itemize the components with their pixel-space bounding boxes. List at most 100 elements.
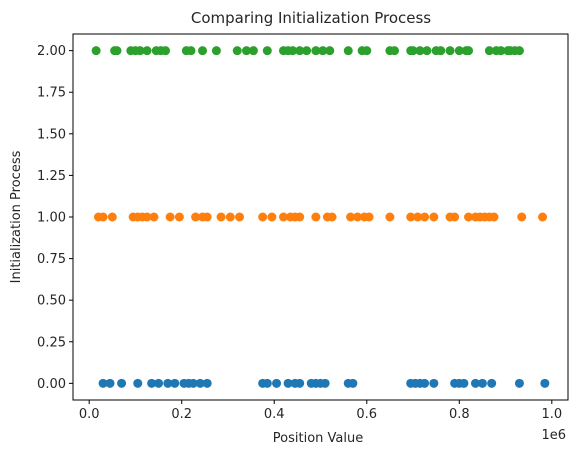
y-tick-label: 0.00	[37, 377, 66, 392]
x-tick-label: 0.8	[449, 407, 470, 422]
data-point	[311, 212, 321, 222]
data-point	[117, 378, 127, 388]
data-point	[170, 378, 180, 388]
data-point	[346, 212, 356, 222]
data-point	[343, 46, 353, 56]
data-point	[241, 46, 251, 56]
y-tick-label: 1.75	[37, 86, 66, 101]
data-point	[262, 46, 272, 56]
plot-points	[91, 46, 550, 388]
data-point	[496, 46, 506, 56]
x-tick-label: 0.2	[171, 407, 192, 422]
data-point	[147, 378, 157, 388]
data-point	[278, 212, 288, 222]
data-point	[429, 378, 439, 388]
data-point	[135, 46, 145, 56]
chart-title: Comparing Initialization Process	[191, 9, 431, 27]
x-tick-label: 0.6	[356, 407, 377, 422]
data-point	[436, 46, 446, 56]
x-axis-label: Position Value	[273, 431, 363, 446]
data-point	[484, 46, 494, 56]
data-point	[267, 212, 277, 222]
data-point	[464, 212, 474, 222]
data-point	[202, 212, 212, 222]
data-point	[211, 46, 221, 56]
data-point	[514, 46, 524, 56]
data-point	[420, 212, 430, 222]
data-point	[320, 378, 330, 388]
data-point	[489, 212, 499, 222]
data-point	[422, 46, 432, 56]
plot-frame	[72, 33, 569, 401]
data-point	[272, 378, 282, 388]
data-point	[415, 46, 425, 56]
data-point	[311, 46, 321, 56]
data-point	[198, 46, 208, 56]
data-point	[232, 46, 242, 56]
data-point	[362, 46, 372, 56]
data-point	[517, 212, 527, 222]
data-point	[202, 378, 212, 388]
data-point	[165, 212, 175, 222]
data-point	[91, 46, 101, 56]
series-0	[98, 378, 550, 388]
data-point	[420, 378, 430, 388]
data-point	[450, 212, 460, 222]
data-point	[464, 46, 474, 56]
data-point	[186, 46, 196, 56]
data-point	[248, 46, 258, 56]
x-axis-offset-label: 1e6	[541, 428, 566, 443]
data-point	[188, 378, 198, 388]
y-tick-label: 1.25	[37, 169, 66, 184]
series-2	[91, 46, 524, 56]
y-tick-label: 0.50	[37, 294, 66, 309]
data-point	[225, 212, 235, 222]
series-1	[93, 212, 548, 222]
data-point	[445, 46, 455, 56]
data-point	[353, 212, 363, 222]
data-point	[258, 212, 268, 222]
x-tick-label: 0.4	[264, 407, 285, 422]
data-point	[154, 378, 164, 388]
data-point	[105, 378, 115, 388]
data-point	[325, 46, 335, 56]
data-point	[454, 46, 464, 56]
data-point	[364, 212, 374, 222]
x-axis: 0.0 0.2 0.4 0.6 0.8 1.0	[79, 400, 562, 422]
data-point	[283, 378, 293, 388]
data-point	[98, 212, 108, 222]
data-point	[459, 378, 469, 388]
y-tick-label: 1.50	[37, 127, 66, 142]
data-point	[288, 46, 298, 56]
data-point	[295, 46, 305, 56]
data-point	[235, 212, 245, 222]
data-point	[385, 212, 395, 222]
data-point	[112, 46, 122, 56]
data-point	[133, 378, 143, 388]
data-point	[149, 212, 159, 222]
data-point	[295, 212, 305, 222]
data-point	[470, 378, 480, 388]
data-point	[413, 212, 423, 222]
data-point	[408, 46, 418, 56]
data-point	[390, 46, 400, 56]
data-point	[107, 212, 117, 222]
data-point	[348, 378, 358, 388]
data-point	[429, 212, 439, 222]
data-point	[514, 378, 524, 388]
data-point	[262, 378, 272, 388]
data-point	[295, 378, 305, 388]
data-point	[302, 46, 312, 56]
data-point	[406, 212, 416, 222]
y-tick-label: 0.25	[37, 335, 66, 350]
y-tick-label: 1.00	[37, 211, 66, 226]
y-axis: 0.00 0.25 0.50 0.75 1.00 1.25 1.50 1.75 2.00	[37, 44, 73, 392]
data-point	[174, 212, 184, 222]
data-point	[477, 378, 487, 388]
data-point	[191, 212, 201, 222]
data-point	[216, 212, 226, 222]
x-tick-label: 0.0	[79, 407, 100, 422]
y-tick-label: 2.00	[37, 44, 66, 59]
x-tick-label: 1.0	[541, 407, 562, 422]
